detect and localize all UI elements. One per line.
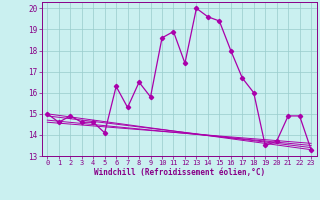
X-axis label: Windchill (Refroidissement éolien,°C): Windchill (Refroidissement éolien,°C)	[94, 168, 265, 177]
